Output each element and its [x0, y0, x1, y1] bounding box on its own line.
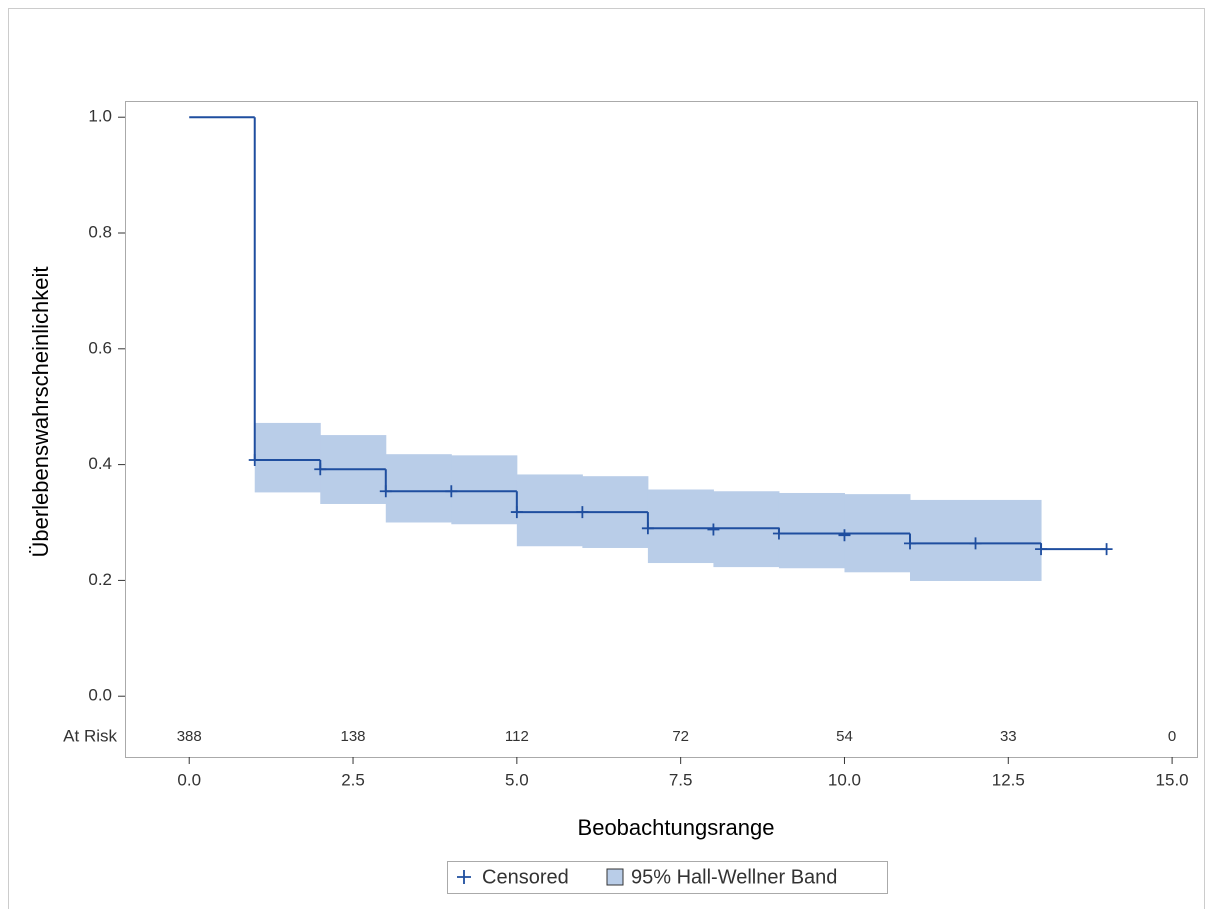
outer-border — [8, 8, 1205, 909]
legend-censored-label: Censored — [482, 866, 569, 888]
legend-censored-symbol — [457, 870, 471, 884]
censored-mark — [1100, 543, 1113, 556]
at-risk-count: 72 — [672, 728, 689, 745]
censored-mark — [314, 463, 327, 476]
censored-mark — [838, 529, 851, 542]
y-tick-label: 0.6 — [88, 338, 112, 357]
censored-mark — [1035, 543, 1048, 556]
at-risk-count: 388 — [177, 728, 202, 745]
at-risk-count: 33 — [1000, 728, 1017, 745]
confidence-band — [516, 474, 583, 547]
y-tick-label: 0.2 — [88, 570, 112, 589]
censored-mark — [903, 537, 916, 550]
at-risk-count: 0 — [1168, 728, 1176, 745]
at-risk-count: 112 — [505, 728, 529, 745]
at-risk-label: At Risk — [63, 726, 117, 745]
censored-mark — [969, 537, 982, 550]
y-tick-label: 0.0 — [88, 686, 112, 705]
confidence-band — [647, 489, 714, 564]
confidence-band — [451, 455, 518, 525]
x-tick-label: 10.0 — [828, 770, 861, 789]
censored-mark — [248, 453, 261, 466]
x-tick-label: 5.0 — [505, 770, 529, 789]
plot-frame — [125, 101, 1198, 758]
censored-mark — [707, 523, 720, 536]
legend-band-symbol — [606, 868, 624, 886]
at-risk-count: 54 — [836, 728, 853, 745]
y-tick-label: 0.8 — [88, 222, 112, 241]
censored-mark — [772, 527, 785, 540]
censored-mark — [641, 522, 654, 535]
x-tick-label: 7.5 — [669, 770, 693, 789]
y-axis-label: Überlebenswahrscheinlichkeit — [28, 266, 53, 557]
at-risk-count: 138 — [341, 728, 366, 745]
confidence-band — [254, 422, 321, 493]
legend: Censored 95% Hall-Wellner Band — [447, 861, 888, 894]
censored-mark — [379, 485, 392, 498]
y-tick-label: 1.0 — [88, 107, 112, 126]
legend-band-label: 95% Hall-Wellner Band — [631, 866, 837, 888]
censored-mark — [576, 506, 589, 519]
x-tick-label: 12.5 — [992, 770, 1025, 789]
confidence-band — [778, 492, 845, 569]
x-tick-label: 0.0 — [177, 770, 201, 789]
legend-box — [447, 861, 888, 894]
y-tick-label: 0.4 — [88, 454, 112, 473]
confidence-band — [385, 454, 452, 523]
censored-mark — [445, 485, 458, 498]
x-axis-label: Beobachtungsrange — [578, 815, 775, 840]
x-tick-label: 15.0 — [1156, 770, 1189, 789]
x-tick-label: 2.5 — [341, 770, 365, 789]
censored-mark — [510, 506, 523, 519]
